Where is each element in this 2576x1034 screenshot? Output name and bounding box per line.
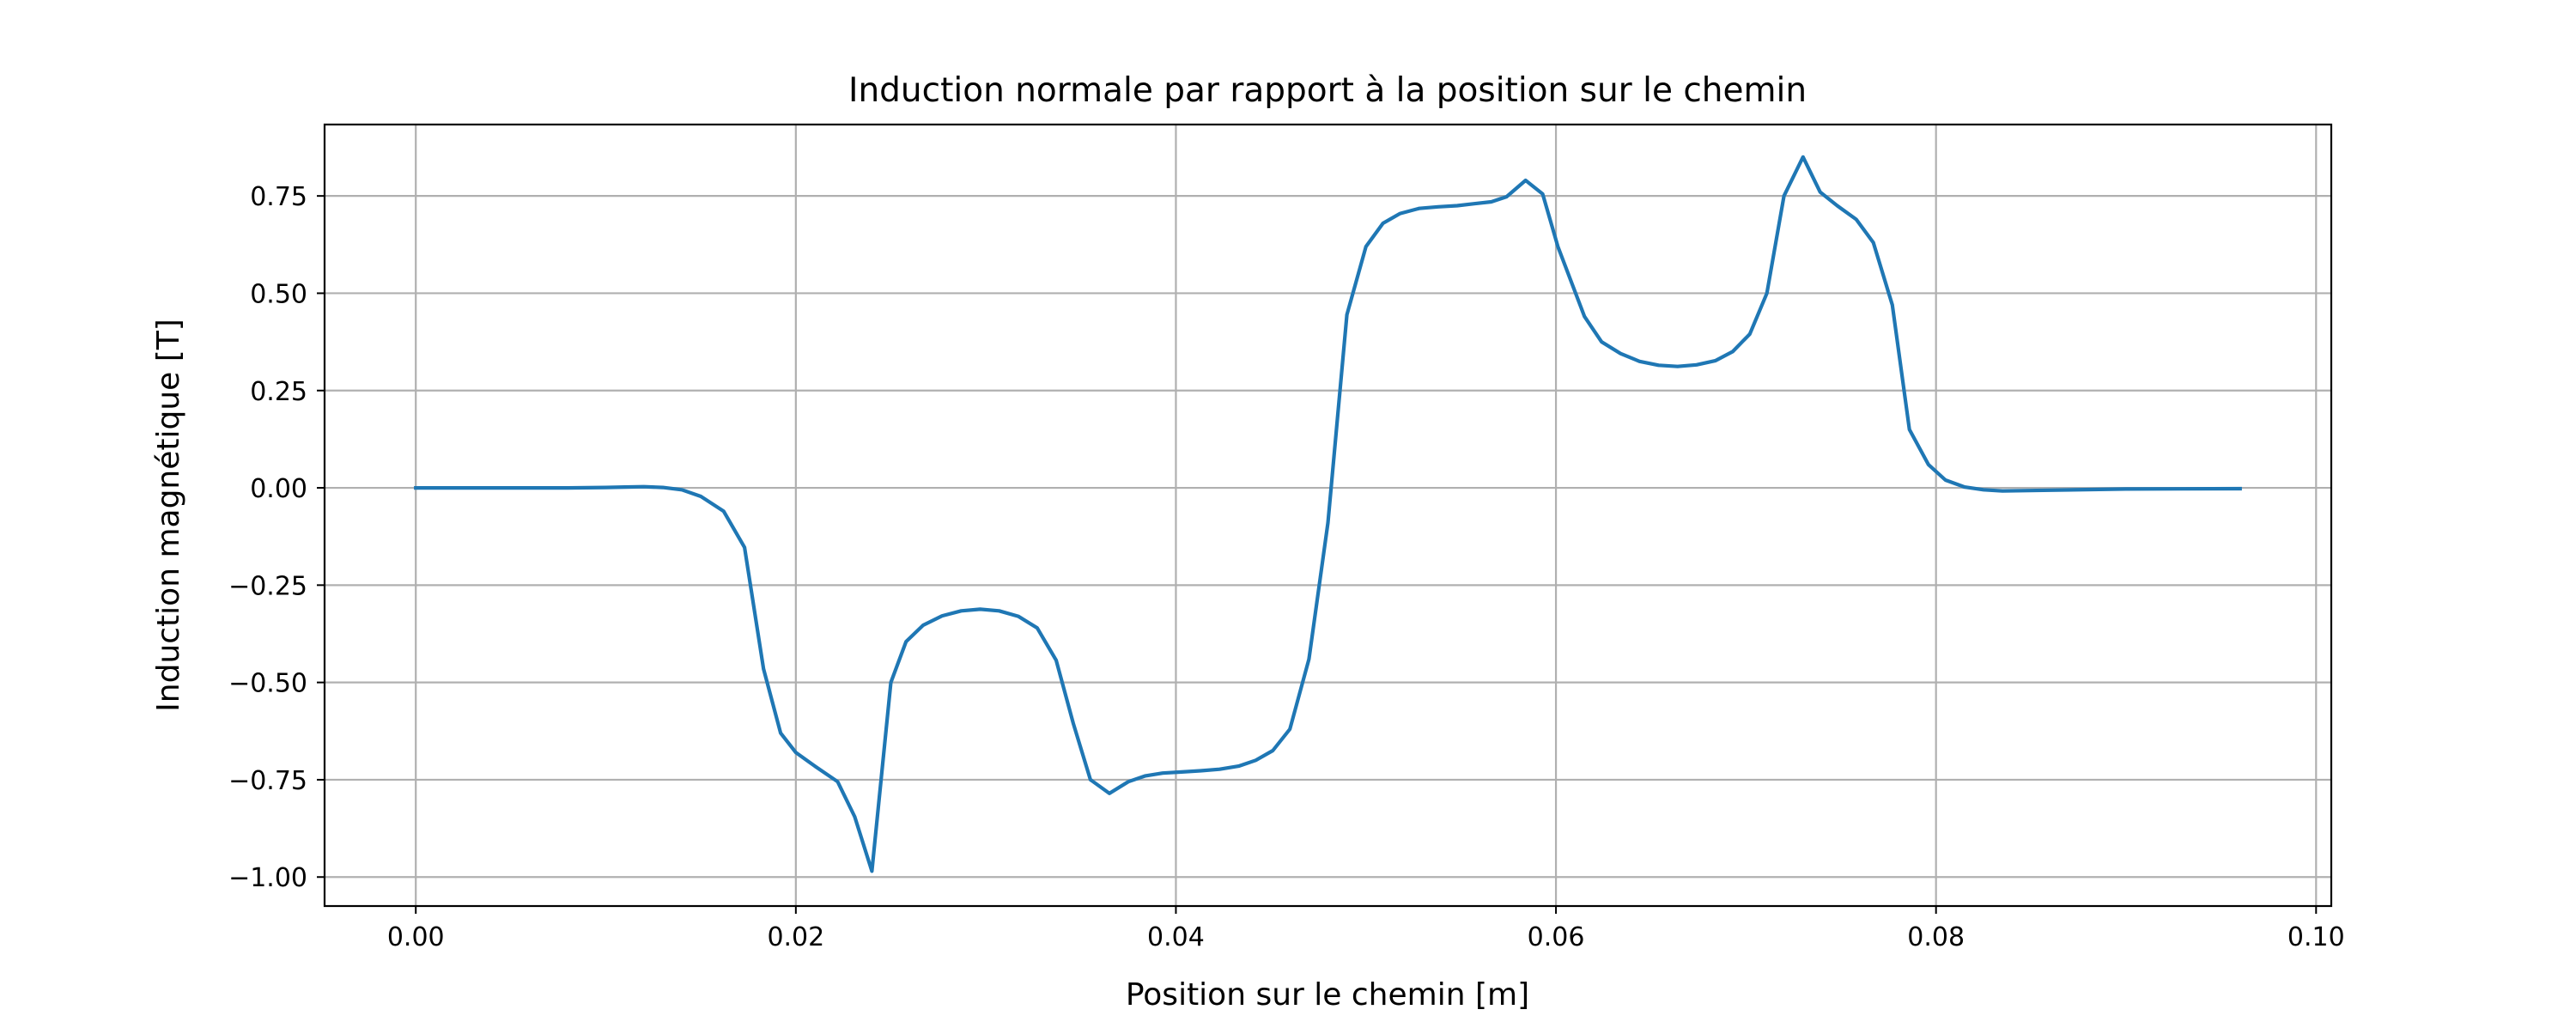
x-tick-label: 0.02 — [767, 922, 824, 952]
series-layer — [414, 155, 2242, 873]
y-tick-label: 0.75 — [250, 182, 307, 212]
series-line — [414, 155, 2242, 873]
y-tick-label: 0.00 — [250, 474, 307, 504]
x-tick-label: 0.08 — [1907, 922, 1965, 952]
x-tick-label: 0.06 — [1528, 922, 1585, 952]
y-tick-label: −1.00 — [228, 863, 307, 893]
y-tick-label: 0.25 — [250, 377, 307, 407]
x-tick-label: 0.04 — [1147, 922, 1205, 952]
x-tick-label: 0.00 — [387, 922, 445, 952]
x-axis-label: Position sur le chemin [m] — [1126, 977, 1529, 1013]
chart-title: Induction normale par rapport à la posit… — [848, 71, 1807, 110]
y-tick-label: −0.50 — [228, 669, 307, 699]
y-tick-label: −0.75 — [228, 766, 307, 796]
x-tick-label: 0.10 — [2287, 922, 2345, 952]
y-tick-label: 0.50 — [250, 279, 307, 309]
ticks: 0.00 0.02 0.04 0.06 0.08 0.10 −1.00 −0.75 −0.50 −… — [228, 182, 2345, 952]
y-tick-label: −0.25 — [228, 571, 307, 601]
y-axis-label: Induction magnétique [T] — [151, 319, 186, 712]
plot-frame — [323, 123, 2333, 908]
